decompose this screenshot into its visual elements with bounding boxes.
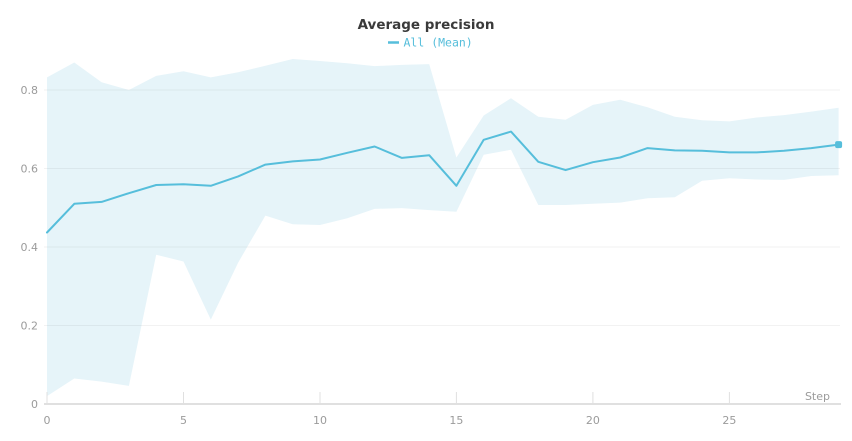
confidence-band-layer: [47, 59, 839, 397]
chart-title: Average precision: [358, 17, 495, 33]
legend-item[interactable]: All (Mean): [388, 36, 473, 50]
confidence-band: [47, 59, 839, 397]
series-layer: [46, 130, 843, 234]
x-tick-label: 15: [449, 414, 463, 427]
y-tick-label: 0.2: [21, 320, 39, 333]
x-tick-label: 0: [44, 414, 51, 427]
legend-label: All (Mean): [404, 36, 473, 50]
x-axis: 0 5 10 15 20 25: [44, 392, 841, 427]
last-point-marker[interactable]: [835, 141, 843, 149]
gridlines-layer: 0 0.2 0.4 0.6 0.8: [21, 84, 840, 411]
x-tick-label: 20: [586, 414, 600, 427]
x-tick-label: 5: [180, 414, 187, 427]
plot-area[interactable]: [42, 55, 845, 410]
y-tick-label: 0.6: [21, 163, 39, 176]
y-tick-label: 0.4: [21, 241, 39, 254]
y-tick-label: 0.8: [21, 84, 39, 97]
x-axis-label: Step: [805, 390, 830, 403]
x-tick-label: 10: [313, 414, 327, 427]
x-tick-label: 25: [722, 414, 736, 427]
mean-line[interactable]: [46, 130, 840, 234]
y-tick-label: 0: [31, 398, 38, 411]
